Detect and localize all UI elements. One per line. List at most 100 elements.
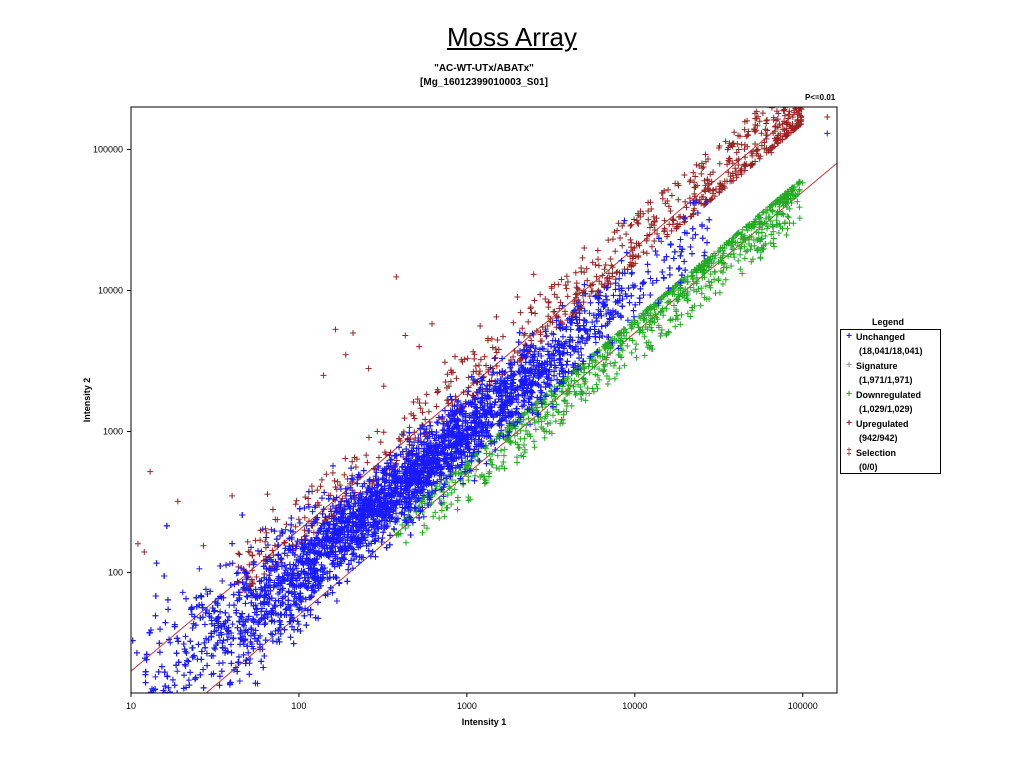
upregulated-point (489, 344, 496, 351)
upregulated-point (599, 272, 606, 279)
downregulated-point (514, 430, 521, 437)
upregulated-point (735, 146, 742, 153)
downregulated-point (707, 284, 714, 291)
downregulated-point (571, 367, 578, 374)
unchanged-point (420, 513, 427, 520)
downregulated-point (770, 228, 777, 235)
downregulated-point (678, 311, 685, 318)
downregulated-point (643, 339, 650, 346)
upregulated-point (249, 581, 256, 588)
upregulated-point (726, 158, 733, 165)
upregulated-point (617, 234, 624, 241)
downregulated-point (673, 282, 680, 289)
upregulated-point (442, 378, 449, 385)
upregulated-point (725, 169, 732, 176)
unchanged-point (578, 351, 585, 358)
upregulated-point (309, 522, 316, 529)
downregulated-point (419, 529, 426, 536)
downregulated-point (448, 501, 455, 508)
upregulated-point (576, 287, 583, 294)
downregulated-point (523, 422, 530, 429)
downregulated-point (766, 213, 773, 220)
downregulated-point (675, 296, 682, 303)
upregulated-point (301, 514, 308, 521)
upregulated-point (763, 135, 770, 142)
downregulated-point (695, 286, 702, 293)
downregulated-point (623, 329, 630, 336)
upregulated-point (444, 371, 451, 378)
upregulated-point (756, 118, 763, 125)
downregulated-point (500, 458, 507, 465)
upregulated-point (370, 477, 377, 484)
unchanged-point (241, 694, 247, 700)
upregulated-point (788, 91, 794, 97)
unchanged-point (195, 757, 201, 763)
upregulated-point (640, 249, 647, 256)
downregulated-point (756, 218, 763, 225)
downregulated-point (506, 439, 513, 446)
unchanged-point (139, 725, 145, 731)
downregulated-point (603, 341, 610, 348)
upregulated-point (548, 283, 555, 290)
unchanged-point (196, 565, 203, 572)
unchanged-point (226, 560, 233, 567)
downregulated-point (796, 215, 803, 222)
upregulated-point (635, 220, 642, 227)
upregulated-point (363, 452, 370, 459)
upregulated-point (732, 165, 739, 172)
upregulated-point (764, 116, 771, 123)
downregulated-point (594, 372, 601, 379)
upregulated-point (779, 126, 786, 133)
downregulated-point (541, 434, 548, 441)
unchanged-point (440, 493, 447, 500)
upregulated-point (589, 259, 596, 266)
upregulated-point (235, 550, 242, 557)
upregulated-point (627, 236, 634, 243)
unchanged-point (258, 694, 264, 700)
upregulated-point (544, 322, 551, 329)
downregulated-point (775, 229, 782, 236)
upregulated-point (651, 226, 658, 233)
unchanged-point (630, 313, 637, 320)
upregulated-point (492, 346, 499, 353)
downregulated-point (613, 370, 620, 377)
upregulated-point (292, 501, 299, 508)
upregulated-point (344, 476, 351, 483)
upregulated-point (794, 97, 800, 103)
unchanged-point (179, 589, 186, 596)
unchanged-point (503, 418, 510, 425)
upregulated-point (475, 362, 482, 369)
upregulated-point (301, 533, 308, 540)
upregulated-point (445, 383, 452, 390)
upregulated-point (395, 435, 402, 442)
upregulated-point (388, 456, 395, 463)
upregulated-point (791, 109, 798, 116)
downregulated-point (654, 316, 661, 323)
upregulated-point (334, 478, 341, 485)
downregulated-point (705, 258, 712, 265)
unchanged-point (209, 718, 215, 724)
upregulated-point (530, 331, 537, 338)
downregulated-point (582, 378, 589, 385)
upregulated-point (650, 213, 657, 220)
downregulated-point (641, 352, 648, 359)
downregulated-point (548, 430, 555, 437)
upregulated-point (646, 231, 653, 238)
downregulated-point (611, 375, 618, 382)
downregulated-point (697, 302, 704, 309)
upregulated-point (699, 165, 706, 172)
upregulated-point (659, 189, 666, 196)
downregulated-point (705, 278, 712, 285)
downregulated-point (501, 446, 508, 453)
upregulated-point (758, 130, 765, 137)
upregulated-point (452, 393, 459, 400)
upregulated-point (720, 183, 727, 190)
upregulated-point (786, 98, 792, 104)
downregulated-point (794, 181, 801, 188)
downregulated-point (681, 294, 688, 301)
upregulated-point (408, 410, 415, 417)
unchanged-point (689, 235, 696, 242)
unchanged-point (148, 738, 154, 744)
downregulated-point (432, 509, 439, 516)
upregulated-point (784, 99, 790, 105)
